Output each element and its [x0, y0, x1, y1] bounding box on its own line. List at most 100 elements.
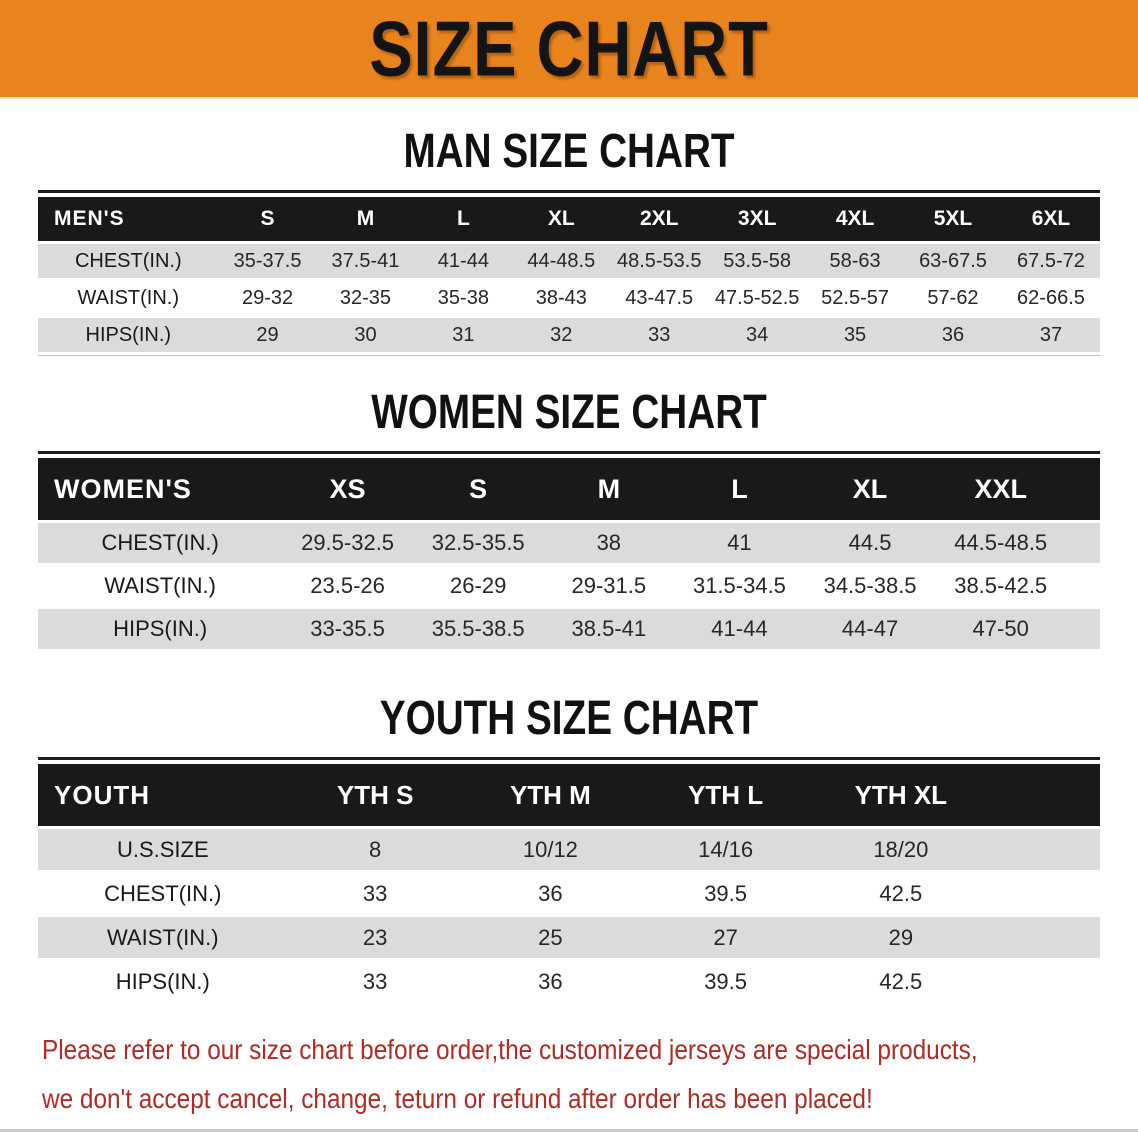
measurement-cell: 33	[287, 873, 463, 914]
measurement-cell: 62-66.5	[1001, 281, 1100, 315]
measurement-cell: 23	[287, 917, 463, 958]
spacer-cell	[988, 764, 1100, 826]
size-column-header: S	[218, 197, 317, 241]
bottom-divider	[0, 1129, 1138, 1132]
measurement-cell: 31	[414, 318, 513, 352]
measurement-cell: 31.5-34.5	[674, 566, 805, 606]
page-title: SIZE CHART	[369, 4, 769, 93]
measurement-cell: 29.5-32.5	[282, 523, 413, 563]
measurement-cell: 26-29	[412, 566, 544, 606]
measurement-cell: 43-47.5	[610, 281, 709, 315]
measurement-cell: 35-38	[414, 281, 513, 315]
measurement-cell: 52.5-57	[806, 281, 905, 315]
table-top-border	[38, 451, 1100, 454]
size-column-header: L	[674, 458, 805, 520]
youth-group-label: YOUTH	[38, 764, 288, 826]
size-column-header: 4XL	[806, 197, 905, 241]
measurement-row: CHEST(IN.) 33 36 39.5 42.5	[38, 873, 1100, 914]
measurement-cell: 36	[462, 873, 638, 914]
measurement-cell: 39.5	[638, 961, 814, 1002]
size-column-header: YTH S	[287, 764, 463, 826]
measurement-cell: 29-32	[218, 281, 317, 315]
measurement-cell: 36	[462, 961, 638, 1002]
row-label: HIPS(IN.)	[38, 961, 288, 1002]
measurement-cell: 33	[287, 961, 463, 1002]
table-top-border	[38, 190, 1100, 193]
measurement-cell: 48.5-53.5	[610, 244, 709, 278]
man-section-heading: MAN SIZE CHART	[403, 122, 735, 178]
spacer-cell	[988, 917, 1100, 958]
size-column-header: 2XL	[610, 197, 709, 241]
row-label: WAIST(IN.)	[38, 281, 219, 315]
youth-size-table: YOUTH YTH S YTH M YTH L YTH XL U.S.SIZE 8 10/12…	[38, 757, 1100, 1005]
size-column-header: M	[316, 197, 415, 241]
measurement-cell: 14/16	[638, 829, 814, 870]
measurement-cell: 41-44	[414, 244, 513, 278]
measurement-row: HIPS(IN.) 33 36 39.5 42.5	[38, 961, 1100, 1002]
row-label: CHEST(IN.)	[38, 244, 219, 278]
measurement-cell: 32	[512, 318, 611, 352]
measurement-cell: 38.5-42.5	[935, 566, 1066, 606]
row-label: CHEST(IN.)	[38, 873, 288, 914]
spacer-cell	[1066, 458, 1100, 520]
men-group-label: MEN'S	[38, 197, 219, 241]
measurement-cell: 42.5	[813, 961, 989, 1002]
measurement-cell: 41-44	[674, 609, 805, 649]
measurement-cell: 35.5-38.5	[412, 609, 544, 649]
mens-size-table: MEN'S S M L XL 2XL 3XL 4XL 5XL 6XL CHEST(IN.) 35-37…	[38, 190, 1100, 356]
measurement-cell: 29	[813, 917, 989, 958]
row-label: CHEST(IN.)	[38, 523, 283, 563]
measurement-cell: 34	[708, 318, 807, 352]
measurement-cell: 32-35	[316, 281, 415, 315]
measurement-cell: 18/20	[813, 829, 989, 870]
measurement-cell: 57-62	[904, 281, 1002, 315]
measurement-cell: 29-31.5	[543, 566, 675, 606]
row-label: HIPS(IN.)	[38, 609, 283, 649]
size-column-header: XL	[512, 197, 611, 241]
title-banner: SIZE CHART	[0, 0, 1138, 99]
measurement-cell: 23.5-26	[282, 566, 413, 606]
measurement-cell: 44.5-48.5	[935, 523, 1066, 563]
youth-measurements-table: YOUTH YTH S YTH M YTH L YTH XL U.S.SIZE 8 10/12…	[38, 761, 1100, 1005]
measurement-cell: 10/12	[462, 829, 638, 870]
measurement-cell: 67.5-72	[1001, 244, 1100, 278]
measurement-cell: 42.5	[813, 873, 989, 914]
measurement-cell: 29	[218, 318, 317, 352]
women-header-band: WOMEN'S XS S M L XL XXL	[38, 458, 1100, 520]
men-measurements-table: MEN'S S M L XL 2XL 3XL 4XL 5XL 6XL CHEST(IN.) 35-37…	[38, 194, 1100, 356]
measurement-row: WAIST(IN.) 23.5-26 26-29 29-31.5 31.5-34.5 34…	[38, 566, 1100, 606]
measurement-cell: 38.5-41	[543, 609, 675, 649]
youth-section-heading: YOUTH SIZE CHART	[379, 689, 759, 745]
spacer-cell	[1066, 566, 1100, 606]
measurement-cell: 32.5-35.5	[412, 523, 544, 563]
measurement-row: WAIST(IN.) 23 25 27 29	[38, 917, 1100, 958]
size-column-header: YTH XL	[813, 764, 989, 826]
measurement-cell: 27	[638, 917, 814, 958]
measurement-cell: 33-35.5	[282, 609, 413, 649]
measurement-row: CHEST(IN.) 29.5-32.5 32.5-35.5 38 41 44.5 44.5…	[38, 523, 1100, 563]
measurement-cell: 44-48.5	[512, 244, 611, 278]
spacer-cell	[988, 829, 1100, 870]
size-column-header: XL	[804, 458, 936, 520]
size-column-header: XS	[282, 458, 413, 520]
table-top-border	[38, 757, 1100, 760]
women-group-label: WOMEN'S	[38, 458, 283, 520]
measurement-cell: 35-37.5	[218, 244, 317, 278]
measurement-cell: 33	[610, 318, 709, 352]
measurement-cell: 58-63	[806, 244, 905, 278]
measurement-cell: 34.5-38.5	[804, 566, 936, 606]
measurement-cell: 63-67.5	[904, 244, 1002, 278]
women-section-heading: WOMEN SIZE CHART	[371, 383, 767, 439]
measurement-cell: 38-43	[512, 281, 611, 315]
row-label: WAIST(IN.)	[38, 917, 288, 958]
size-column-header: 3XL	[708, 197, 807, 241]
measurement-cell: 8	[287, 829, 463, 870]
spacer-cell	[988, 873, 1100, 914]
womens-size-table: WOMEN'S XS S M L XL XXL CHEST(IN.) 29.5-32.5 32.5…	[38, 451, 1100, 652]
measurement-cell: 39.5	[638, 873, 814, 914]
spacer-cell	[1066, 523, 1100, 563]
row-label: HIPS(IN.)	[38, 318, 219, 352]
size-column-header: 6XL	[1001, 197, 1100, 241]
size-column-header: M	[543, 458, 675, 520]
row-label: U.S.SIZE	[38, 829, 288, 870]
